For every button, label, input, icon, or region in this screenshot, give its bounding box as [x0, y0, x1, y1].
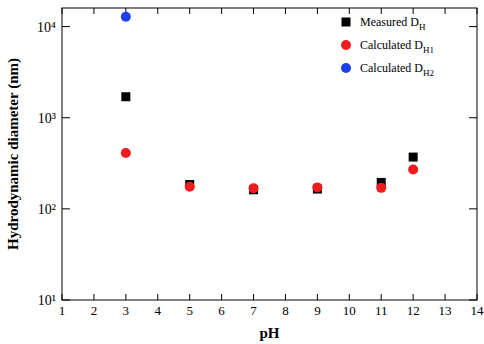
x-tick-label: 10	[343, 303, 356, 318]
y-tick-label: 10⁴	[37, 20, 56, 35]
x-tick	[317, 294, 318, 300]
x-tick	[221, 294, 222, 300]
legend-marker	[342, 18, 351, 27]
data-point	[376, 183, 386, 193]
y-tick-label: 10²	[38, 202, 56, 217]
x-tick-top	[381, 8, 382, 14]
data-point	[121, 92, 130, 101]
x-tick-label: 12	[407, 303, 420, 318]
y-tick-right	[469, 117, 477, 118]
data-point	[121, 12, 131, 22]
x-tick-top	[93, 8, 94, 14]
x-tick	[445, 294, 446, 300]
x-tick	[381, 294, 382, 300]
data-point	[409, 153, 418, 162]
y-tick-label: 10¹	[38, 293, 56, 308]
x-tick	[189, 294, 190, 300]
data-point	[185, 182, 195, 192]
y-tick-right	[469, 208, 477, 209]
x-tick-label: 3	[123, 303, 130, 318]
x-tick	[253, 294, 254, 300]
x-tick-label: 13	[439, 303, 452, 318]
x-tick-label: 11	[375, 303, 388, 318]
data-point	[249, 183, 259, 193]
x-tick-top	[477, 8, 478, 14]
x-tick-top	[62, 8, 63, 14]
legend-label: Calculated DH1	[360, 38, 434, 55]
y-tick-label: 10³	[38, 111, 56, 126]
x-tick	[413, 294, 414, 300]
chart-root: 123456789101112131410¹10²10³10⁴pHHydrody…	[0, 0, 484, 344]
x-tick	[125, 294, 126, 300]
x-tick-label: 5	[186, 303, 193, 318]
x-tick-label: 14	[471, 303, 484, 318]
x-tick	[349, 294, 350, 300]
legend-marker	[341, 40, 351, 50]
x-tick-label: 1	[59, 303, 66, 318]
x-tick	[157, 294, 158, 300]
x-tick	[285, 294, 286, 300]
x-tick-top	[413, 8, 414, 14]
y-tick	[62, 208, 70, 209]
x-tick-top	[349, 8, 350, 14]
legend-marker	[341, 63, 351, 73]
x-tick-top	[285, 8, 286, 14]
x-tick-label: 7	[250, 303, 257, 318]
x-tick-top	[317, 8, 318, 14]
x-tick-label: 4	[155, 303, 162, 318]
data-point	[312, 182, 322, 192]
x-tick	[477, 294, 478, 300]
x-tick-label: 9	[314, 303, 321, 318]
y-axis-label: Hydrodynamic diameter (nm)	[5, 58, 22, 250]
y-tick	[62, 26, 70, 27]
x-tick-label: 8	[282, 303, 289, 318]
x-tick-label: 2	[91, 303, 98, 318]
x-tick-top	[157, 8, 158, 14]
x-tick	[62, 294, 63, 300]
legend: Measured DH Calculated DH1 Calculated DH2	[341, 15, 434, 78]
chart-svg: 123456789101112131410¹10²10³10⁴pHHydrody…	[0, 0, 484, 344]
x-tick-top	[189, 8, 190, 14]
x-tick	[93, 294, 94, 300]
x-tick-top	[221, 8, 222, 14]
y-tick-right	[469, 26, 477, 27]
legend-label: Measured DH	[360, 15, 426, 32]
data-point	[408, 165, 418, 175]
x-axis-label: pH	[259, 325, 279, 341]
data-point	[121, 148, 131, 158]
legend-label: Calculated DH2	[360, 61, 434, 78]
plot-frame	[62, 8, 477, 300]
y-tick-right	[469, 300, 477, 301]
x-tick-top	[445, 8, 446, 14]
x-tick-top	[253, 8, 254, 14]
y-tick	[62, 117, 70, 118]
y-tick	[62, 300, 70, 301]
x-tick-label: 6	[218, 303, 225, 318]
